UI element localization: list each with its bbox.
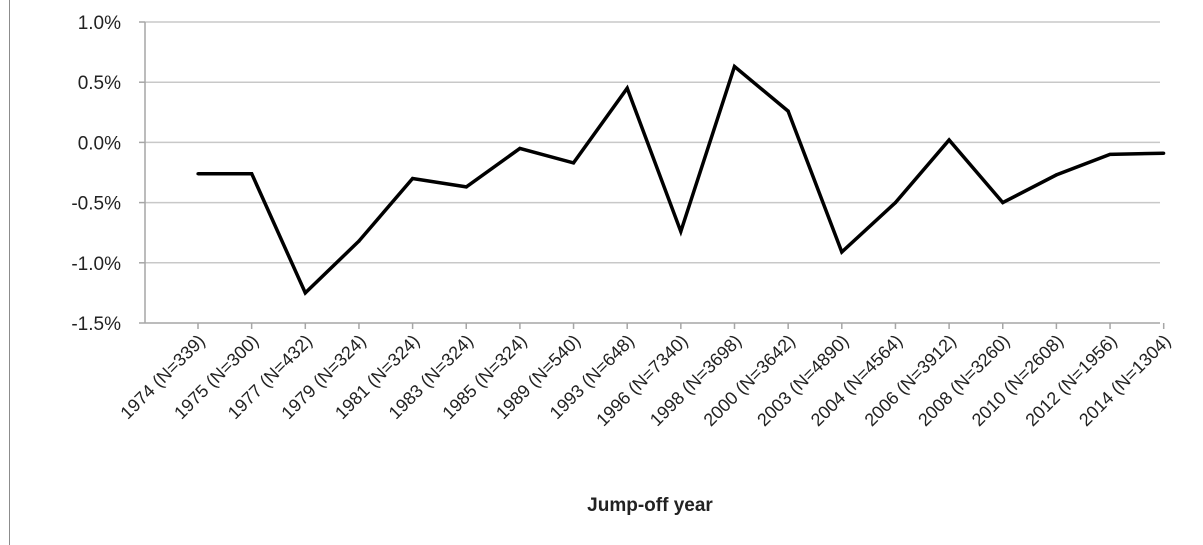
x-tick-label: 1998 (N=3698)	[646, 331, 745, 430]
grid-lines	[145, 21, 1160, 264]
x-tick-label: 2008 (N=3260)	[914, 331, 1013, 430]
data-point	[411, 176, 415, 181]
data-point	[571, 161, 576, 165]
series-lines	[198, 63, 1164, 296]
data-point	[1108, 152, 1112, 157]
x-tick-label: 2004 (N=4564)	[807, 331, 906, 430]
data-point	[357, 239, 361, 243]
data-point	[625, 86, 629, 90]
data-point	[947, 138, 951, 142]
x-tick-label: 2014 (N=1304)	[1075, 331, 1174, 430]
data-point	[1162, 151, 1166, 155]
data-point	[303, 291, 307, 295]
data-point	[464, 185, 468, 189]
y-tick-label: 0.0%	[78, 133, 121, 154]
data-point	[250, 172, 254, 176]
y-tick-label: -1.0%	[71, 254, 121, 275]
x-axis-title: Jump-off year	[587, 495, 713, 516]
x-tick-label: 2000 (N=3642)	[700, 331, 799, 430]
data-point	[732, 64, 737, 69]
data-points	[196, 64, 1166, 295]
axes	[139, 21, 1165, 329]
y-axis-tick-labels: 1.0% 0.5% 0.0% -0.5% -1.0% -1.5%	[71, 13, 121, 335]
data-point	[518, 146, 522, 151]
y-tick-label: 0.5%	[78, 73, 121, 94]
data-point	[893, 201, 898, 205]
x-axis-tick-labels: 1974 (N=339)1975 (N=300)1977 (N=432)1979…	[116, 331, 1174, 430]
y-tick-label: -1.5%	[71, 314, 121, 335]
data-point	[679, 229, 683, 234]
x-tick-label: 2010 (N=2608)	[968, 331, 1067, 430]
data-point	[1001, 201, 1005, 205]
x-tick-label: 2012 (N=1956)	[1021, 331, 1120, 430]
data-point	[786, 109, 790, 113]
data-point	[196, 172, 200, 176]
y-tick-label: 1.0%	[78, 13, 121, 34]
series-line	[198, 63, 1164, 296]
x-tick-label: 1996 (N=7340)	[592, 331, 691, 430]
data-point	[1054, 173, 1058, 177]
y-tick-label: -0.5%	[71, 194, 121, 215]
x-tick-label: 2006 (N=3912)	[861, 331, 960, 430]
x-tick-label: 2003 (N=4890)	[753, 331, 852, 430]
left-border-line	[9, 0, 10, 545]
data-point	[840, 250, 844, 254]
